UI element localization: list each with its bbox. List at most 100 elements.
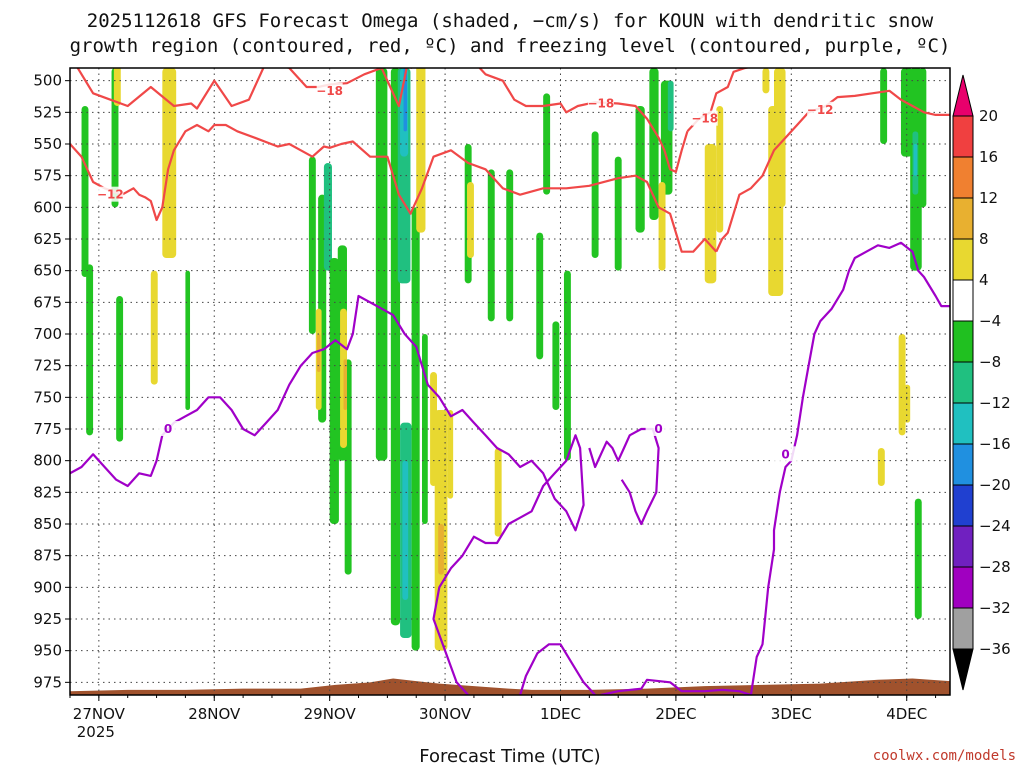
contour-m12-lower bbox=[70, 123, 718, 253]
omega-cell-weak_up bbox=[614, 156, 622, 271]
contour-label: 0 bbox=[781, 447, 789, 461]
omega-cell-up bbox=[667, 80, 674, 132]
x-tick-label: 2DEC bbox=[655, 705, 696, 723]
y-tick-label: 750 bbox=[33, 388, 62, 406]
colorbar-label: −28 bbox=[979, 558, 1011, 576]
colorbar-label: −4 bbox=[979, 312, 1001, 330]
x-tick-label: 29NOV bbox=[304, 705, 357, 723]
omega-cell-weak_up bbox=[919, 68, 927, 208]
contour-zero-bottom bbox=[519, 643, 596, 695]
omega-cell-sink bbox=[877, 448, 885, 486]
colorbar-label: 16 bbox=[979, 148, 998, 166]
omega-cell-sink bbox=[658, 182, 666, 271]
contour-label: −18 bbox=[588, 96, 615, 110]
y-tick-label: 825 bbox=[33, 483, 62, 501]
y-tick-label: 625 bbox=[33, 230, 62, 248]
omega-cell-up bbox=[323, 163, 332, 271]
contour-label-bg bbox=[645, 421, 672, 436]
omega-cell-sink bbox=[150, 270, 158, 385]
omega-cell-weak_up bbox=[308, 156, 316, 334]
colorbar-label: −36 bbox=[979, 640, 1011, 658]
contour-label-bg bbox=[587, 95, 614, 111]
contour-label: 0 bbox=[654, 422, 662, 436]
colorbar-swatch bbox=[952, 115, 974, 158]
y-tick-label: 575 bbox=[33, 167, 62, 185]
x-tick-label: 27NOV bbox=[73, 705, 126, 723]
omega-cell-weak_up bbox=[543, 93, 551, 195]
colorbar-label: 4 bbox=[979, 271, 989, 289]
omega-cell-weak_up bbox=[536, 232, 544, 360]
plot-frame bbox=[69, 67, 951, 696]
y-tick-label: 500 bbox=[33, 72, 62, 90]
y-tick-label: 800 bbox=[33, 452, 62, 470]
colorbar-arrow-bottom bbox=[952, 648, 974, 691]
chart-title-line1: 2025112618 GFS Forecast Omega (shaded, −… bbox=[87, 10, 934, 32]
y-tick-label: 550 bbox=[33, 135, 62, 153]
omega-cell-weak_up bbox=[411, 207, 420, 651]
x-tick-year-label: 2025 bbox=[77, 723, 115, 741]
x-tick-label: 3DEC bbox=[771, 705, 812, 723]
colorbar-arrow-top bbox=[952, 74, 974, 117]
omega-cell-weak_up bbox=[81, 106, 89, 277]
omega-cell-sink bbox=[904, 384, 911, 423]
colorbar-swatch bbox=[952, 279, 974, 322]
contour-label: −12 bbox=[807, 103, 834, 117]
omega-cell-strong_up bbox=[402, 460, 409, 600]
chart-title-line2: growth region (contoured, red, ºC) and f… bbox=[70, 35, 951, 57]
omega-cell-sink bbox=[704, 144, 717, 284]
colorbar-label: −12 bbox=[979, 394, 1011, 412]
omega-cell-weak_up bbox=[880, 68, 888, 144]
contour-label: −18 bbox=[691, 112, 718, 126]
y-tick-label: 850 bbox=[33, 515, 62, 533]
omega-cell-sink bbox=[416, 68, 426, 233]
y-tick-label: 975 bbox=[33, 673, 62, 691]
y-tick-label: 525 bbox=[33, 103, 62, 121]
colorbar-swatch bbox=[952, 607, 974, 650]
plot-background bbox=[70, 68, 950, 695]
contour-label-bg bbox=[807, 101, 834, 117]
omega-cell-sink bbox=[898, 334, 906, 436]
omega-cell-strong_sink bbox=[438, 524, 444, 575]
x-tick-label: 28NOV bbox=[188, 705, 241, 723]
contour-zero-right bbox=[600, 241, 950, 695]
x-tick-label: 30NOV bbox=[419, 705, 472, 723]
colorbar-swatch bbox=[952, 156, 974, 199]
omega-cell-strong_up bbox=[913, 144, 918, 176]
colorbar-label: −20 bbox=[979, 476, 1011, 494]
y-tick-label: 925 bbox=[33, 610, 62, 628]
omega-cell-weak_up bbox=[914, 498, 922, 619]
colorbar-swatch bbox=[952, 197, 974, 240]
y-tick-label: 875 bbox=[33, 547, 62, 565]
colorbar-swatch bbox=[952, 525, 974, 568]
contour-zero-mid bbox=[588, 427, 660, 526]
omega-cell-weak_up bbox=[591, 131, 599, 258]
contours: −18 −18 −18 −12 −12 0 0 0 bbox=[70, 68, 950, 695]
omega-cell-sink bbox=[467, 182, 474, 258]
colorbar-swatch bbox=[952, 402, 974, 445]
y-tick-label: 950 bbox=[33, 642, 62, 660]
omega-cell-weak_up bbox=[116, 296, 124, 442]
omega-cell-weak_up bbox=[563, 270, 571, 461]
x-axis-label: Forecast Time (UTC) bbox=[419, 746, 600, 767]
omega-cell-weak_up bbox=[375, 68, 388, 461]
omega-cell-sink bbox=[447, 410, 454, 499]
colorbar-swatch bbox=[952, 238, 974, 281]
colorbar-label: −24 bbox=[979, 517, 1011, 535]
omega-cell-strong_sink bbox=[343, 359, 347, 410]
x-tick-label: 1DEC bbox=[540, 705, 581, 723]
x-tick-label: 4DEC bbox=[886, 705, 927, 723]
y-tick-label: 675 bbox=[33, 293, 62, 311]
contour-label: −18 bbox=[316, 84, 343, 98]
colorbar-label: 20 bbox=[979, 107, 998, 125]
omega-cell-weak_up bbox=[635, 106, 645, 233]
colorbar-swatch bbox=[952, 443, 974, 486]
omega-cell-sink bbox=[716, 106, 724, 233]
colorbar-label: 12 bbox=[979, 189, 998, 207]
credit-text: coolwx.com/models bbox=[873, 748, 1016, 764]
omega-cell-weak_up bbox=[552, 321, 560, 410]
contour-zero-left bbox=[70, 294, 585, 695]
colorbar: 20 16 12 8 4 −4 −8 −12 −16 −20 −24 −28 −32 −36 bbox=[952, 74, 1011, 691]
y-tick-label: 600 bbox=[33, 198, 62, 216]
y-tick-label: 775 bbox=[33, 420, 62, 438]
